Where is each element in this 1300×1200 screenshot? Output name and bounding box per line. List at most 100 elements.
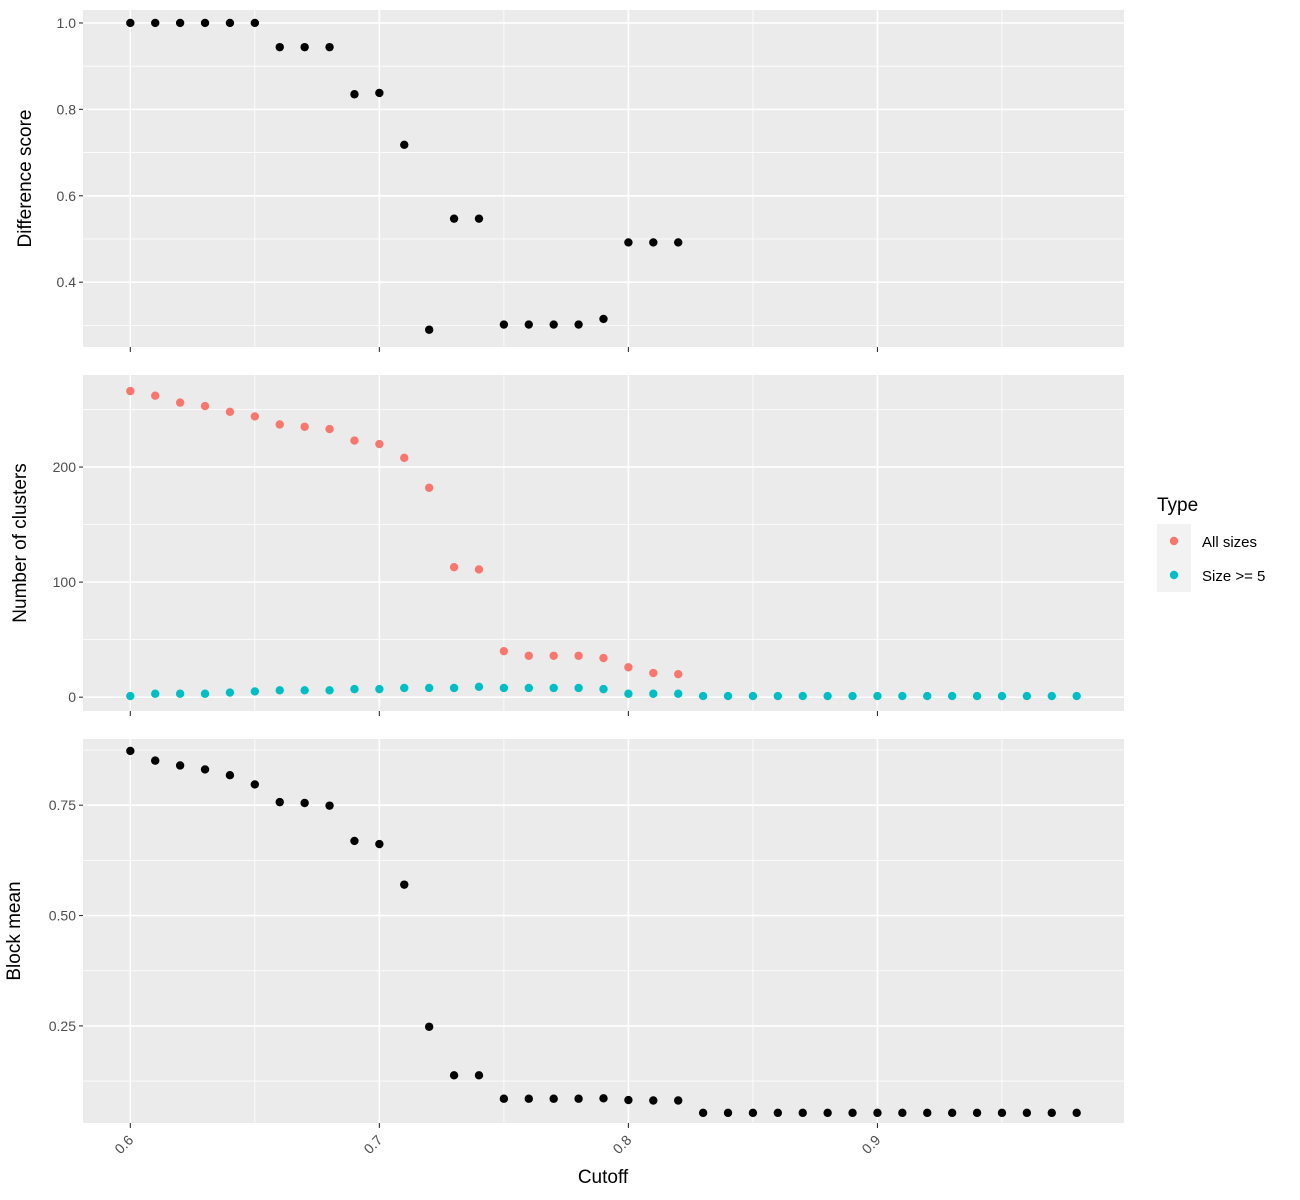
x-tick-label: 0.8 xyxy=(609,1132,634,1157)
y-tick-label: 0.25 xyxy=(49,1018,76,1034)
data-point xyxy=(599,1094,608,1103)
data-point xyxy=(574,683,583,693)
data-point xyxy=(1072,1108,1081,1118)
data-point xyxy=(375,839,384,849)
data-point xyxy=(898,1108,907,1118)
data-point xyxy=(499,683,509,693)
data-point xyxy=(250,780,260,789)
x-tick-label: 0.6 xyxy=(111,1132,136,1157)
data-point xyxy=(674,1096,683,1105)
legend: Type All sizes Size >= 5 xyxy=(1157,495,1265,592)
data-point xyxy=(674,689,683,698)
data-point xyxy=(624,1095,633,1105)
data-point xyxy=(524,320,533,329)
data-point xyxy=(698,691,708,701)
y-tick-label: 0.8 xyxy=(57,101,77,117)
data-point xyxy=(424,483,434,492)
y-axis-title: Number of clusters xyxy=(10,463,31,622)
panel-1: 0.4 0.6 0.8 1.0 Difference score xyxy=(15,10,1124,352)
data-point xyxy=(773,691,783,701)
data-point xyxy=(499,320,509,329)
data-point xyxy=(275,797,284,807)
data-point xyxy=(599,314,608,324)
data-point xyxy=(873,691,882,701)
legend-symbol xyxy=(1169,536,1179,546)
data-point xyxy=(574,320,583,329)
data-point xyxy=(400,453,409,463)
data-point xyxy=(848,1108,857,1118)
data-point xyxy=(823,691,832,701)
data-point xyxy=(624,238,633,247)
data-point xyxy=(474,214,484,223)
legend-label: Size >= 5 xyxy=(1202,568,1265,585)
panel-3: 0.25 0.50 0.75 Block mean xyxy=(4,739,1124,1128)
data-point xyxy=(873,1108,882,1118)
data-point xyxy=(549,683,558,693)
series-points xyxy=(126,746,1081,1118)
data-point xyxy=(325,424,334,434)
data-point xyxy=(126,18,135,28)
data-point xyxy=(449,1071,459,1080)
data-point xyxy=(698,1108,708,1118)
data-point xyxy=(449,214,459,223)
data-point xyxy=(200,401,210,411)
data-point xyxy=(972,691,982,701)
x-axis-title: Cutoff xyxy=(578,1167,629,1188)
data-point xyxy=(524,651,533,660)
data-point xyxy=(499,1094,509,1103)
data-point xyxy=(1047,1108,1056,1118)
data-point xyxy=(375,684,384,694)
data-point xyxy=(624,663,633,672)
data-point xyxy=(350,836,359,846)
y-tick-label: 100 xyxy=(53,574,77,590)
data-point xyxy=(723,691,733,701)
data-point xyxy=(748,691,758,701)
data-point xyxy=(449,683,459,693)
data-point xyxy=(200,765,210,774)
y-tick-label: 0 xyxy=(68,689,76,705)
data-point xyxy=(947,1108,957,1118)
data-point xyxy=(997,691,1007,701)
legend-title: Type xyxy=(1157,495,1198,516)
y-tick-label: 0.6 xyxy=(57,188,77,204)
data-point xyxy=(300,798,309,808)
data-point xyxy=(524,683,533,693)
legend-entry: Size >= 5 xyxy=(1157,558,1265,592)
data-point xyxy=(400,140,409,149)
data-point xyxy=(474,682,484,692)
data-point xyxy=(300,42,309,52)
data-point xyxy=(474,1071,484,1080)
data-point xyxy=(250,687,260,696)
data-point xyxy=(674,669,683,679)
data-point xyxy=(424,325,434,334)
panel-2: 0 100 200 Number of clusters xyxy=(10,375,1124,716)
data-point xyxy=(225,407,235,417)
data-point xyxy=(798,691,807,701)
data-point xyxy=(474,565,484,574)
data-point xyxy=(624,689,633,698)
data-point xyxy=(1022,1108,1032,1118)
x-tick-label: 0.9 xyxy=(858,1132,883,1157)
data-point xyxy=(375,439,384,449)
data-point xyxy=(972,1108,982,1118)
data-point xyxy=(649,668,658,678)
data-point xyxy=(300,422,309,431)
data-point xyxy=(773,1108,783,1118)
data-point xyxy=(549,1094,558,1103)
y-axis-title: Block mean xyxy=(4,881,25,980)
data-point xyxy=(275,42,284,52)
legend-entries: All sizes Size >= 5 xyxy=(1157,524,1265,592)
x-tick-label: 0.7 xyxy=(360,1132,385,1157)
y-tick-label: 200 xyxy=(53,459,77,475)
data-point xyxy=(325,686,334,695)
data-point xyxy=(325,42,334,52)
data-point xyxy=(549,651,558,660)
data-point xyxy=(151,391,160,400)
data-point xyxy=(350,90,359,99)
data-point xyxy=(225,18,235,28)
data-point xyxy=(225,688,235,697)
data-point xyxy=(923,1108,932,1118)
data-point xyxy=(1072,691,1081,701)
y-tick-label: 0.4 xyxy=(57,274,77,290)
